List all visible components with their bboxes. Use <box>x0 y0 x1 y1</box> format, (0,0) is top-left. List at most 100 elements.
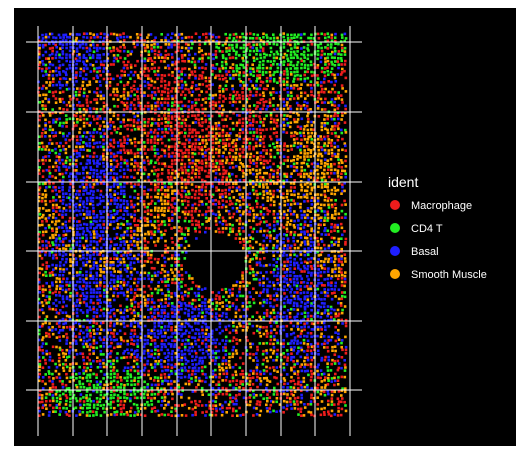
point-macrophage <box>62 144 65 148</box>
point-basal <box>92 207 95 210</box>
point-smooth-muscle <box>256 156 259 159</box>
point-cd4-t <box>299 223 303 226</box>
point-macrophage <box>245 212 249 216</box>
point-basal <box>65 267 69 271</box>
point-smooth-muscle <box>48 32 52 36</box>
point-basal <box>272 264 275 267</box>
point-macrophage <box>42 169 45 173</box>
point-macrophage <box>313 94 316 98</box>
point-macrophage <box>198 172 201 175</box>
point-smooth-muscle <box>205 220 208 223</box>
point-basal <box>178 70 181 73</box>
point-smooth-muscle <box>323 142 327 145</box>
point-basal <box>62 237 65 241</box>
point-macrophage <box>85 46 89 50</box>
point-smooth-muscle <box>327 257 330 261</box>
point-smooth-muscle <box>326 162 329 166</box>
point-macrophage <box>44 159 47 162</box>
point-basal <box>303 79 307 83</box>
point-smooth-muscle <box>44 193 48 197</box>
point-basal <box>316 284 319 288</box>
point-macrophage <box>136 59 139 63</box>
point-smooth-muscle <box>157 285 160 288</box>
point-basal <box>82 60 85 64</box>
point-macrophage <box>133 224 137 227</box>
point-smooth-muscle <box>324 257 327 261</box>
point-basal <box>170 36 173 40</box>
point-smooth-muscle <box>293 120 297 124</box>
point-smooth-muscle <box>153 42 156 46</box>
point-macrophage <box>157 227 160 231</box>
point-basal <box>89 63 92 66</box>
point-macrophage <box>249 90 252 94</box>
point-cd4-t <box>276 63 279 66</box>
point-basal <box>95 74 99 77</box>
point-macrophage <box>344 107 347 111</box>
point-smooth-muscle <box>200 117 204 121</box>
point-macrophage <box>153 141 157 144</box>
point-smooth-muscle <box>300 189 303 192</box>
point-basal <box>61 273 65 277</box>
point-macrophage <box>74 76 78 79</box>
point-smooth-muscle <box>156 240 160 243</box>
point-basal <box>120 185 123 189</box>
point-cd4-t <box>252 131 256 134</box>
point-smooth-muscle <box>89 43 93 47</box>
point-smooth-muscle <box>160 168 164 171</box>
point-basal <box>285 253 289 257</box>
point-basal <box>178 281 181 285</box>
point-smooth-muscle <box>129 270 133 274</box>
point-smooth-muscle <box>252 219 255 223</box>
point-macrophage <box>256 101 259 104</box>
point-smooth-muscle <box>115 257 119 260</box>
point-smooth-muscle <box>306 224 310 227</box>
point-smooth-muscle <box>197 213 201 217</box>
point-macrophage <box>211 138 215 141</box>
point-macrophage <box>119 209 122 212</box>
point-basal <box>309 220 312 223</box>
point-basal <box>82 217 85 220</box>
point-smooth-muscle <box>151 63 154 66</box>
point-basal <box>125 270 129 273</box>
point-macrophage <box>191 155 194 159</box>
point-smooth-muscle <box>122 118 125 122</box>
point-macrophage <box>276 278 279 281</box>
point-cd4-t <box>188 274 191 277</box>
point-macrophage <box>159 271 163 275</box>
point-smooth-muscle <box>150 209 153 212</box>
point-basal <box>119 277 122 281</box>
point-macrophage <box>197 98 200 101</box>
point-macrophage <box>324 97 327 101</box>
point-smooth-muscle <box>154 104 157 108</box>
point-smooth-muscle <box>334 267 337 271</box>
point-macrophage <box>163 151 167 155</box>
point-basal <box>102 199 105 203</box>
point-cd4-t <box>126 227 130 230</box>
point-basal <box>58 253 62 256</box>
point-macrophage <box>119 155 123 159</box>
point-macrophage <box>136 288 140 291</box>
point-macrophage <box>275 114 279 118</box>
point-basal <box>88 210 92 213</box>
point-cd4-t <box>276 70 279 73</box>
point-smooth-muscle <box>327 101 330 104</box>
point-macrophage <box>323 33 327 36</box>
point-basal <box>126 233 129 237</box>
point-basal <box>119 240 123 244</box>
point-macrophage <box>139 33 142 37</box>
point-basal <box>167 64 170 67</box>
point-basal <box>78 185 82 189</box>
point-basal <box>78 151 81 155</box>
point-basal <box>156 148 159 151</box>
point-smooth-muscle <box>293 141 297 145</box>
point-basal <box>330 226 333 229</box>
point-macrophage <box>132 120 136 124</box>
point-smooth-muscle <box>307 175 310 178</box>
point-basal <box>160 104 164 107</box>
point-smooth-muscle <box>44 118 47 122</box>
point-basal <box>78 285 82 288</box>
point-macrophage <box>289 186 293 189</box>
point-macrophage <box>256 105 259 108</box>
point-basal <box>306 216 310 220</box>
